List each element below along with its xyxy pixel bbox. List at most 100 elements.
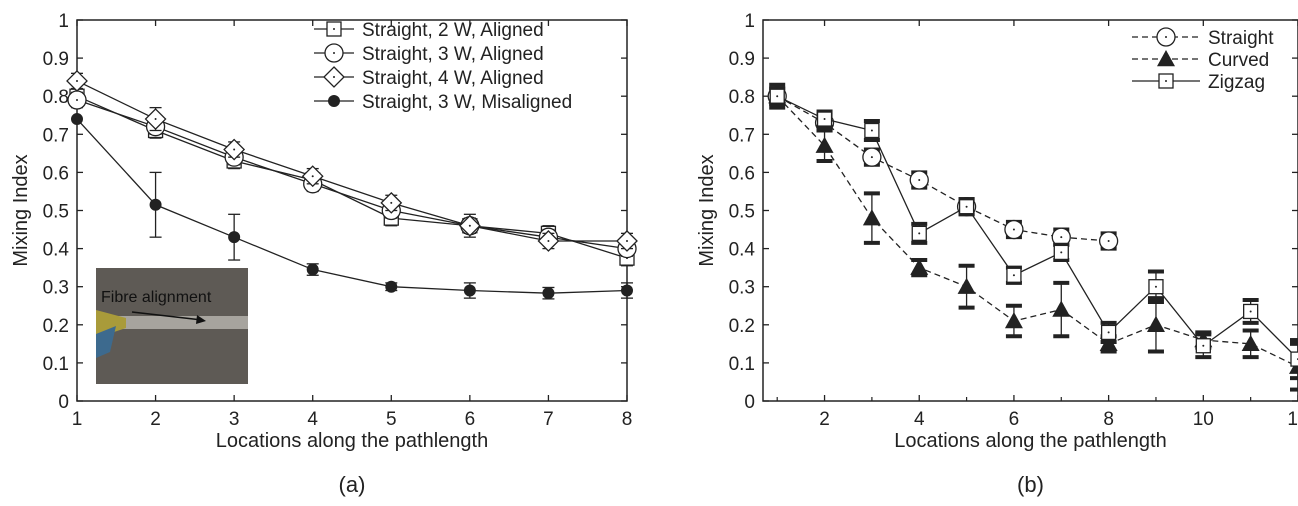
data-point-dot [468,224,471,227]
data-point-dot [547,239,550,242]
chart-panel-b: 00.10.20.30.40.50.60.70.80.9124681012Loc… [696,11,1298,497]
x-tick-label: 2 [150,409,161,430]
y-tick-label: 0.7 [43,125,69,146]
inset-fibre-strip [96,316,248,329]
x-axis-label: Locations along the pathlength [894,430,1166,452]
y-tick-label: 0.7 [729,125,755,146]
data-point [621,284,633,297]
legend-marker [1157,50,1175,67]
x-tick-label: 4 [307,409,318,430]
x-tick-label: 5 [386,409,397,430]
series-square [769,82,1298,381]
legend-marker-dot [333,28,335,30]
legend-marker-dot [333,52,335,54]
inset-label: Fibre alignment [101,289,212,306]
y-tick-label: 0.5 [729,202,755,223]
data-point-dot [390,201,393,204]
x-tick-label: 3 [229,409,240,430]
y-tick-label: 0.9 [729,49,755,70]
data-point-dot [918,232,921,235]
data-point-dot [1107,331,1110,334]
panel-label: (a) [339,472,366,497]
data-point-dot [154,118,157,121]
y-tick-label: 1 [744,11,755,32]
x-tick-label: 6 [1009,409,1020,430]
y-axis-label: Mixing Index [10,154,32,266]
legend-label: Straight, 2 W, Aligned [362,20,544,41]
series-line [76,99,628,250]
inset-arrow-head [196,315,206,324]
data-point-dot [1107,239,1110,242]
x-tick-label: 12 [1287,409,1298,430]
data-point-dot [965,205,968,208]
x-tick-label: 7 [543,409,554,430]
data-point [149,198,162,211]
y-tick-label: 0.6 [43,163,69,184]
data-point-dot [1249,310,1252,313]
data-point [463,284,476,297]
x-tick-label: 8 [622,409,633,430]
y-tick-label: 0.4 [43,240,70,261]
data-point-dot [823,118,826,121]
data-point-dot [233,148,236,151]
data-point [1146,315,1165,332]
data-point [1052,300,1071,317]
data-point-dot [1202,344,1205,347]
series-line [76,80,627,242]
data-point [957,277,976,294]
y-tick-label: 0.2 [43,316,69,337]
series-line [776,95,1298,360]
series-triangle [768,86,1298,392]
y-tick-label: 0.3 [729,278,755,299]
y-tick-label: 0.9 [43,49,69,70]
series-diamond [66,70,638,252]
data-point [542,287,555,300]
data-point-dot [870,129,873,132]
y-tick-label: 0.1 [43,354,69,375]
legend-label: Curved [1208,50,1269,71]
y-axis-label: Mixing Index [696,154,718,266]
legend-label: Straight [1208,28,1274,49]
legend-marker-dot [333,76,335,78]
data-point [385,280,398,293]
legend-marker-dot [1165,36,1167,38]
y-tick-label: 0 [744,392,755,413]
data-point-dot [311,175,314,178]
legend-marker [328,95,340,107]
data-point [306,263,319,276]
data-point-dot [776,95,779,98]
legend-label: Straight, 3 W, Misaligned [362,92,572,113]
data-point-dot [1012,274,1015,277]
data-point-dot [76,99,78,102]
x-tick-label: 8 [1103,409,1114,430]
data-point-dot [918,179,921,182]
data-point [910,258,929,275]
series-line [776,95,1298,368]
data-point [862,209,881,226]
y-tick-label: 0.2 [729,316,755,337]
series-filled-circle [71,113,633,300]
legend-label: Zigzag [1208,72,1265,93]
panel-label: (b) [1017,472,1044,497]
y-tick-label: 0.3 [43,278,69,299]
y-tick-label: 0.5 [43,202,69,223]
x-tick-label: 4 [914,409,925,430]
data-point-dot [76,79,78,82]
x-tick-label: 10 [1193,409,1214,430]
y-tick-label: 0.6 [729,163,755,184]
data-point-dot [1060,236,1063,239]
data-point [1004,311,1023,329]
inset-arrow-line [131,311,203,321]
legend-label: Straight, 4 W, Aligned [362,68,544,89]
data-point-dot [870,156,873,159]
x-tick-label: 1 [72,409,83,430]
x-axis-label: Locations along the pathlength [216,430,488,452]
data-point-dot [1060,251,1063,254]
data-point [71,113,83,126]
data-point [228,231,241,244]
y-tick-label: 0 [58,392,69,413]
x-tick-label: 2 [819,409,830,430]
y-tick-label: 0.8 [729,87,755,108]
